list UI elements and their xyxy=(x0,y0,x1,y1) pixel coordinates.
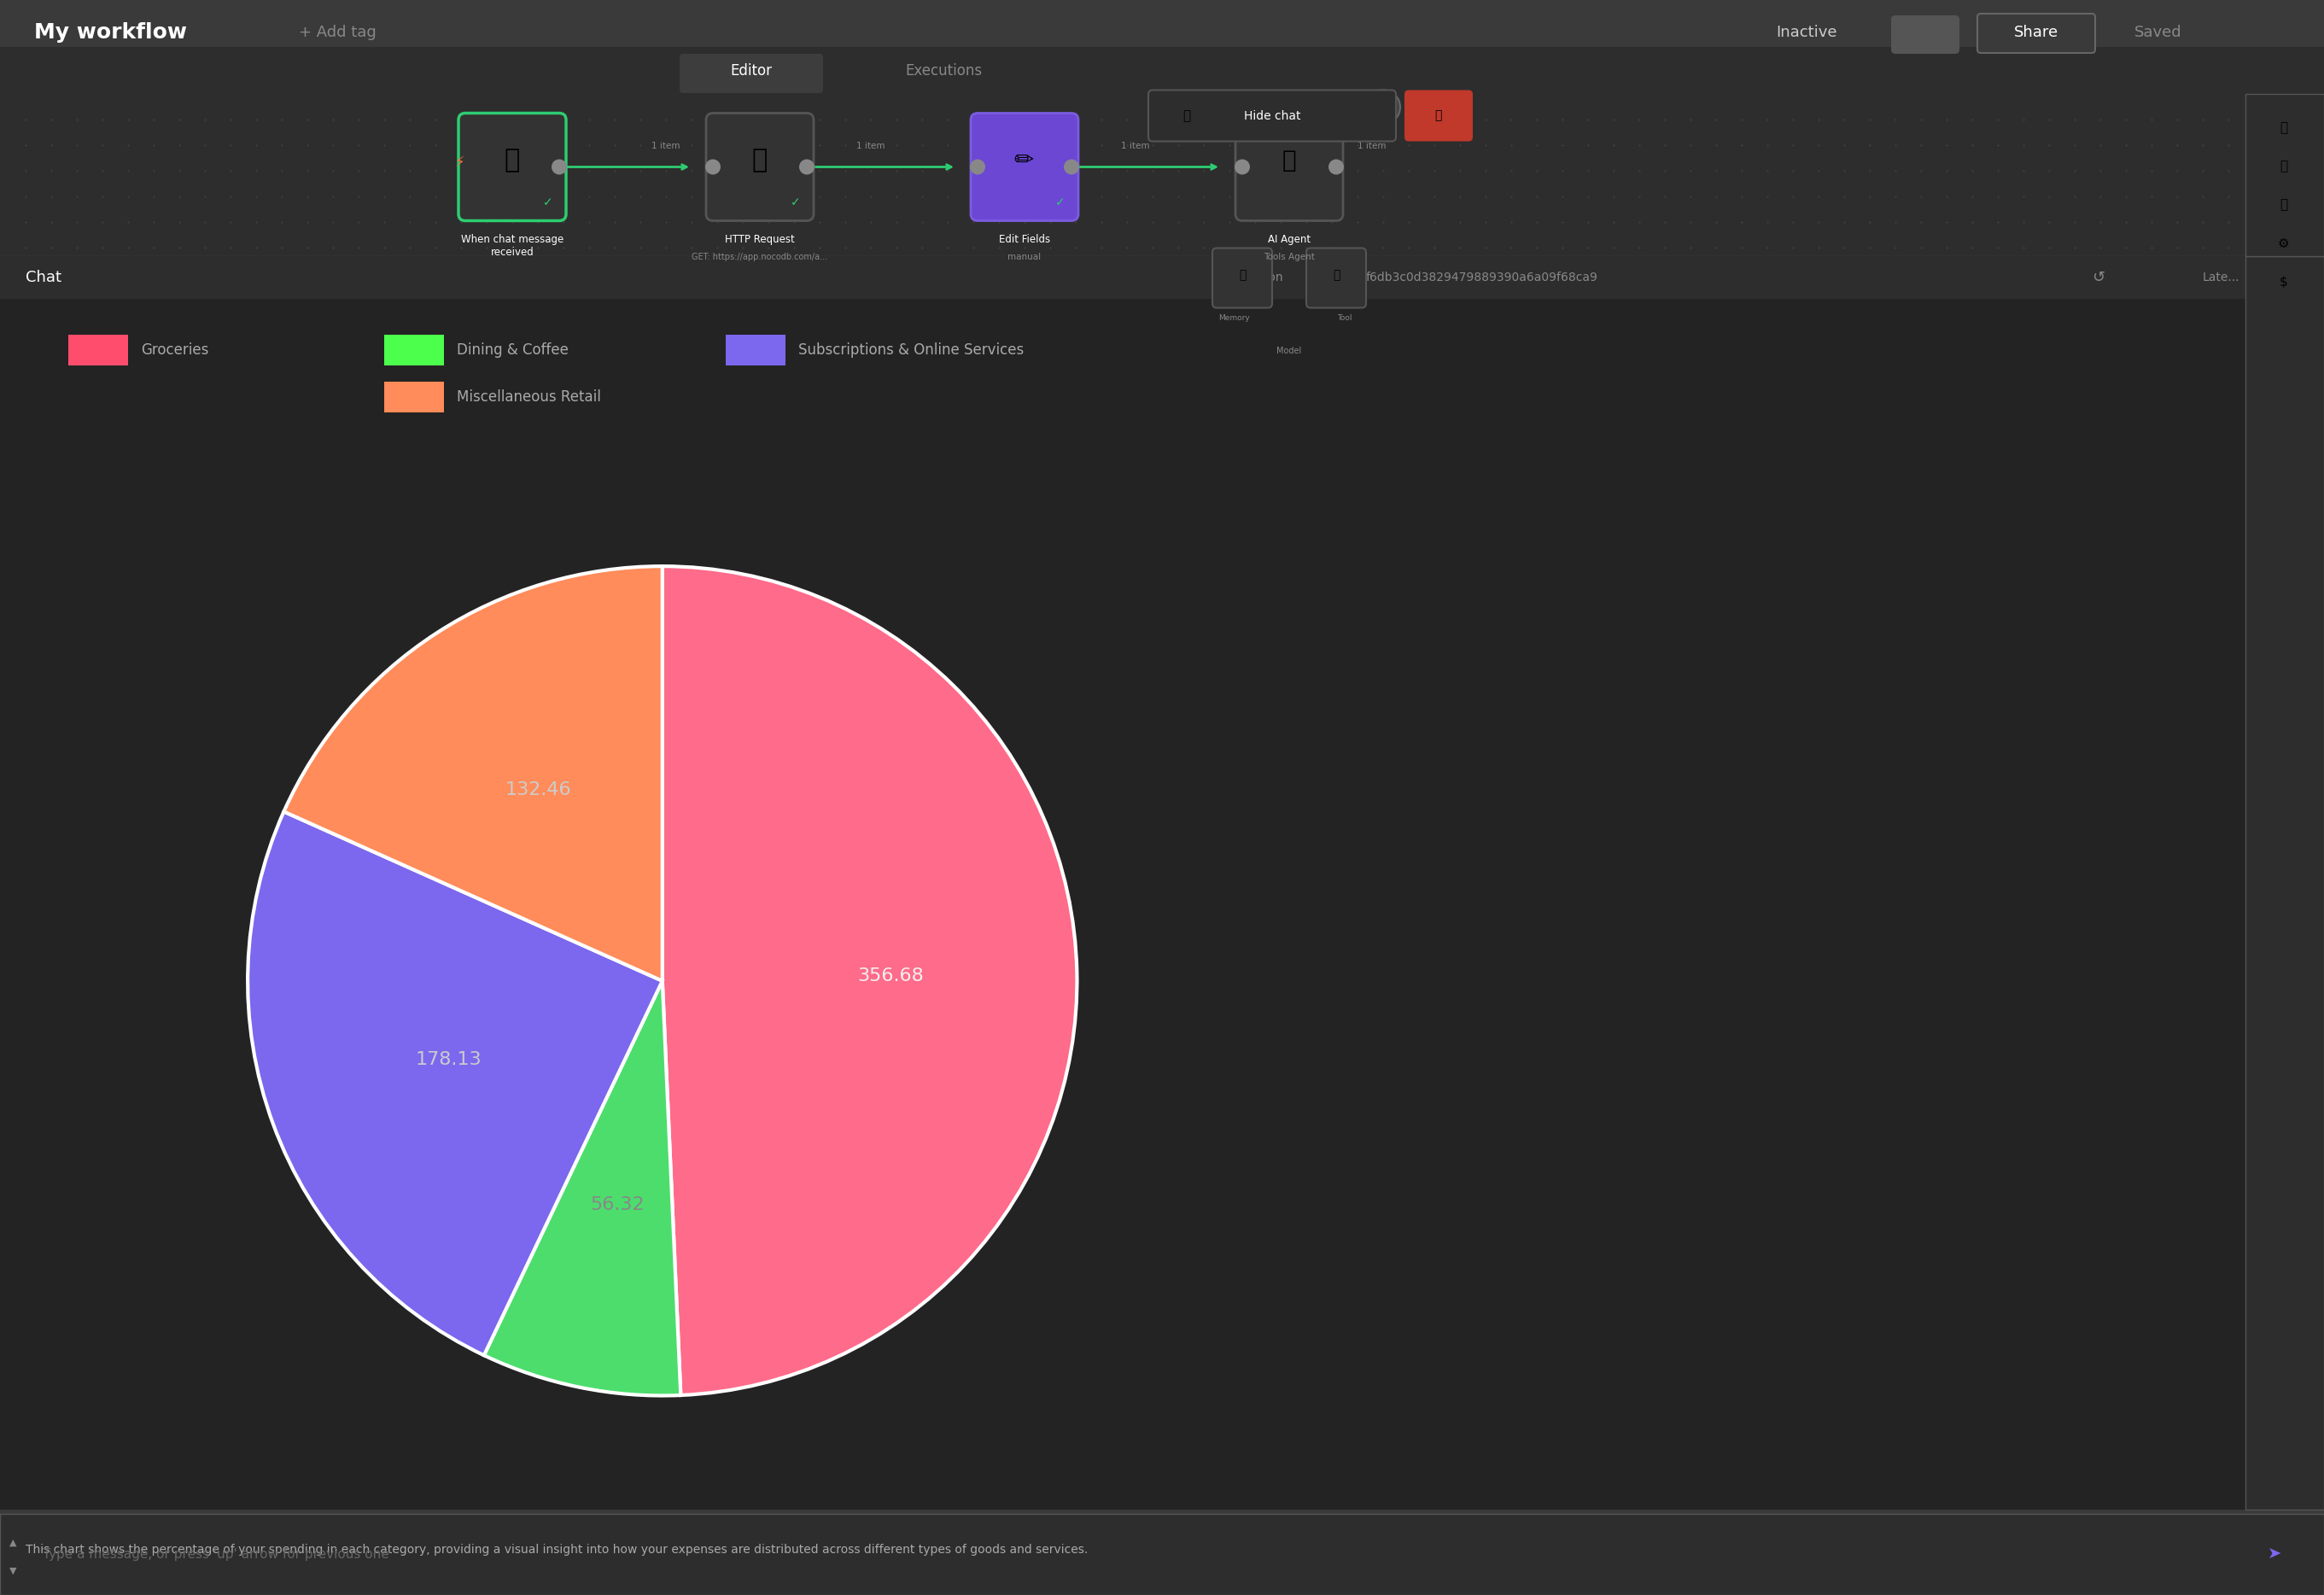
Text: Saved: Saved xyxy=(2133,26,2182,40)
Bar xyxy=(0,94,2324,257)
Text: ⚡: ⚡ xyxy=(456,155,465,171)
Text: Subscriptions & Online Services: Subscriptions & Online Services xyxy=(797,343,1025,357)
Text: 💾: 💾 xyxy=(1239,270,1246,281)
Text: Session: Session xyxy=(1239,271,1283,284)
Text: Chat: Chat xyxy=(26,270,60,286)
Text: Editor: Editor xyxy=(730,64,772,78)
Wedge shape xyxy=(284,566,662,981)
Text: Hide chat: Hide chat xyxy=(1243,110,1301,121)
Text: ↺: ↺ xyxy=(2092,270,2106,286)
Text: 1 item: 1 item xyxy=(651,142,681,150)
Text: 178.13: 178.13 xyxy=(416,1051,481,1069)
Bar xyxy=(0,46,2324,94)
Text: 📋: 📋 xyxy=(2280,160,2287,172)
Bar xyxy=(2245,257,2324,1509)
Text: AI Agent: AI Agent xyxy=(1269,233,1311,244)
Wedge shape xyxy=(662,566,1076,1396)
Bar xyxy=(725,335,786,365)
Text: ▼: ▼ xyxy=(9,1566,16,1574)
Text: 🤖: 🤖 xyxy=(2280,121,2287,134)
Text: 1 item: 1 item xyxy=(1357,142,1385,150)
Text: 1 item: 1 item xyxy=(1120,142,1150,150)
Text: Model: Model xyxy=(1276,346,1301,354)
Circle shape xyxy=(1234,160,1250,174)
Text: Share: Share xyxy=(2015,26,2059,40)
FancyBboxPatch shape xyxy=(1236,113,1343,220)
FancyBboxPatch shape xyxy=(1213,249,1271,308)
Wedge shape xyxy=(483,981,681,1396)
Text: 💬: 💬 xyxy=(504,148,521,172)
Text: 1 item: 1 item xyxy=(858,142,885,150)
FancyBboxPatch shape xyxy=(1148,89,1397,142)
Circle shape xyxy=(1367,89,1399,124)
Text: When chat message
received: When chat message received xyxy=(460,233,565,257)
Text: 🌐: 🌐 xyxy=(753,148,767,172)
Bar xyxy=(383,381,444,413)
Text: ✓: ✓ xyxy=(790,196,802,209)
Text: Inactive: Inactive xyxy=(1776,26,1836,40)
Circle shape xyxy=(969,160,985,174)
Text: 356.68: 356.68 xyxy=(858,967,923,984)
Circle shape xyxy=(799,160,813,174)
Text: 🗑️: 🗑️ xyxy=(1434,110,1443,121)
Text: + Add tag: + Add tag xyxy=(300,26,376,40)
Text: manual: manual xyxy=(1009,252,1041,262)
Circle shape xyxy=(704,160,720,174)
Text: Type a message, or press 'up' arrow for previous one: Type a message, or press 'up' arrow for … xyxy=(42,1549,388,1562)
Text: Executions: Executions xyxy=(904,64,983,78)
Bar xyxy=(0,257,2324,1509)
Text: ➤: ➤ xyxy=(2268,1546,2282,1563)
Circle shape xyxy=(1064,160,1078,174)
Text: ⚙️: ⚙️ xyxy=(2278,238,2289,250)
FancyBboxPatch shape xyxy=(1306,249,1367,308)
Bar xyxy=(2245,94,2324,257)
Circle shape xyxy=(551,160,567,174)
FancyBboxPatch shape xyxy=(971,113,1078,220)
Text: 💬: 💬 xyxy=(1183,110,1190,123)
Text: Tools Agent: Tools Agent xyxy=(1264,252,1315,262)
Bar xyxy=(0,257,2324,298)
Text: This chart shows the percentage of your spending in each category, providing a v: This chart shows the percentage of your … xyxy=(26,1544,1088,1555)
Circle shape xyxy=(1329,160,1343,174)
Text: ✏️: ✏️ xyxy=(1016,148,1034,172)
Bar xyxy=(67,335,128,365)
Text: GET: https://app.nocodb.com/a...: GET: https://app.nocodb.com/a... xyxy=(693,252,827,262)
Text: Late...: Late... xyxy=(2203,271,2240,284)
Wedge shape xyxy=(249,812,662,1356)
Text: ▲: ▲ xyxy=(9,1538,16,1547)
Text: 🔧: 🔧 xyxy=(1332,270,1339,281)
Text: Dining & Coffee: Dining & Coffee xyxy=(458,343,569,357)
Text: +: + xyxy=(1378,99,1390,115)
FancyBboxPatch shape xyxy=(458,113,567,220)
Bar xyxy=(0,0,2324,64)
Text: Groceries: Groceries xyxy=(142,343,209,357)
Text: Tool: Tool xyxy=(1336,314,1353,322)
Text: 🤖: 🤖 xyxy=(1283,148,1297,172)
Bar xyxy=(0,1514,2324,1595)
Text: My workflow: My workflow xyxy=(35,22,186,43)
Text: ✓: ✓ xyxy=(544,196,553,209)
Text: f6db3c0d3829479889390a6a09f68ca9: f6db3c0d3829479889390a6a09f68ca9 xyxy=(1367,271,1599,284)
Text: Miscellaneous Retail: Miscellaneous Retail xyxy=(458,389,602,405)
Text: HTTP Request: HTTP Request xyxy=(725,233,795,244)
FancyBboxPatch shape xyxy=(679,54,823,93)
FancyBboxPatch shape xyxy=(1892,16,1959,54)
Text: 132.46: 132.46 xyxy=(504,782,572,798)
FancyBboxPatch shape xyxy=(1404,89,1473,142)
Text: 🔍: 🔍 xyxy=(2280,198,2287,211)
Text: $: $ xyxy=(2280,276,2289,289)
Bar xyxy=(383,335,444,365)
Text: Edit Fields: Edit Fields xyxy=(999,233,1050,244)
Text: 56.32: 56.32 xyxy=(590,1196,644,1212)
Text: ✓: ✓ xyxy=(1055,196,1064,209)
FancyBboxPatch shape xyxy=(1978,14,2096,53)
Text: Memory: Memory xyxy=(1218,314,1250,322)
FancyBboxPatch shape xyxy=(706,113,813,220)
